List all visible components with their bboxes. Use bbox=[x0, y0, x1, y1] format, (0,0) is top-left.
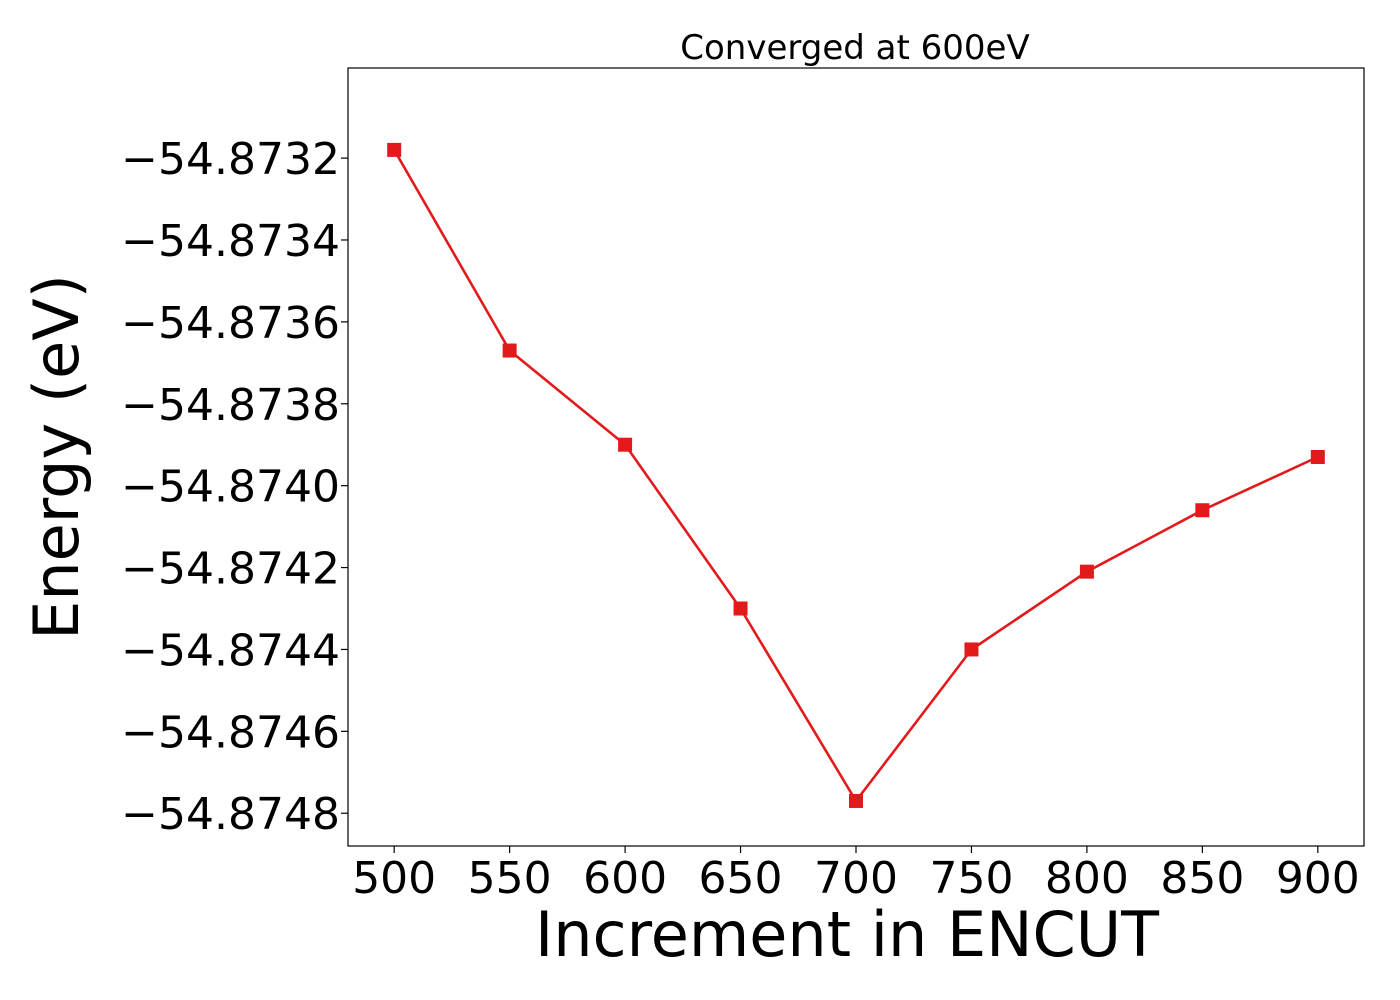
data-point-marker bbox=[733, 601, 748, 616]
y-tick-label: −54.8748 bbox=[121, 789, 340, 840]
data-point-marker bbox=[1310, 450, 1325, 464]
y-tick-label: −54.8738 bbox=[121, 380, 340, 431]
data-point-marker bbox=[618, 437, 633, 452]
y-axis: −54.8732 −54.8734 −54.8736 −54.8738 −54.8740… bbox=[121, 134, 348, 840]
y-tick-label: −54.8742 bbox=[121, 544, 340, 595]
x-tick-label: 550 bbox=[468, 853, 552, 904]
y-tick-label: −54.8734 bbox=[121, 216, 340, 267]
x-tick-label: 900 bbox=[1276, 853, 1360, 904]
x-tick-label: 650 bbox=[699, 853, 783, 904]
y-tick-label: −54.8746 bbox=[121, 707, 340, 758]
data-point-marker bbox=[1079, 564, 1094, 579]
data-point-marker bbox=[502, 343, 517, 358]
x-tick-label: 750 bbox=[929, 853, 1013, 904]
x-tick-label: 800 bbox=[1045, 853, 1129, 904]
y-tick-label: −54.8744 bbox=[121, 625, 340, 676]
data-point-marker bbox=[1195, 503, 1210, 518]
series-energy bbox=[387, 142, 1325, 808]
x-tick-label: 500 bbox=[352, 853, 436, 904]
y-tick-label: −54.8736 bbox=[121, 298, 340, 349]
y-tick-label: −54.8732 bbox=[121, 134, 340, 185]
x-tick-label: 700 bbox=[814, 853, 898, 904]
x-axis-label: Increment in ENCUT bbox=[535, 898, 1160, 971]
x-tick-label: 850 bbox=[1160, 853, 1244, 904]
x-axis: 500 550 600 650 700 750 800 850 900 bbox=[352, 846, 1360, 904]
chart-title: Converged at 600eV bbox=[680, 28, 1029, 68]
x-tick-label: 600 bbox=[583, 853, 667, 904]
data-point-marker bbox=[849, 793, 863, 808]
data-point-marker bbox=[387, 142, 402, 157]
data-point-marker bbox=[964, 642, 979, 657]
y-tick-label: −54.8740 bbox=[121, 462, 340, 513]
y-axis-label: Energy (eV) bbox=[20, 274, 93, 640]
